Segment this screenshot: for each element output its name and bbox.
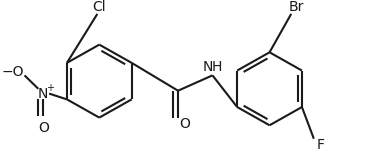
Text: −O: −O — [1, 65, 24, 78]
Text: N: N — [202, 60, 213, 74]
Text: H: H — [211, 60, 222, 74]
Text: O: O — [38, 121, 49, 135]
Text: +: + — [46, 83, 54, 93]
Text: N: N — [38, 87, 49, 101]
Text: F: F — [317, 138, 325, 152]
Text: Cl: Cl — [92, 0, 106, 14]
Text: Br: Br — [288, 0, 304, 14]
Text: O: O — [180, 117, 191, 131]
